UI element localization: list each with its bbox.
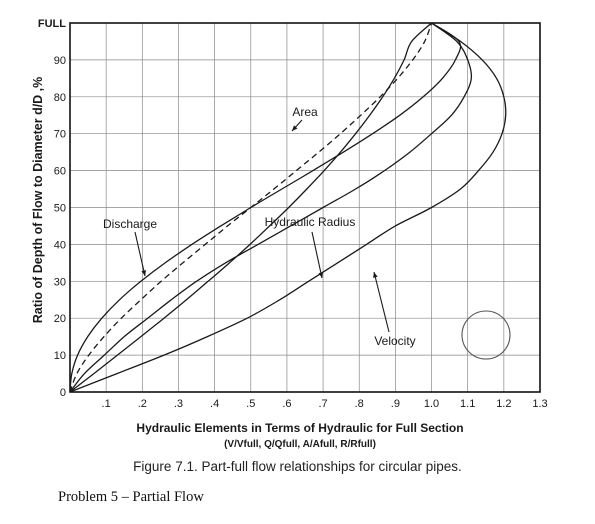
x-tick-labels: .1 .2 .3 .4 .5 .6 .7 .8 .9 1.0 1.1 1.2 1.3 — [102, 398, 548, 410]
y-tick-label: 40 — [54, 239, 66, 251]
x-tick-label: .7 — [318, 398, 327, 410]
y-tick-label: 80 — [54, 92, 66, 104]
y-tick-labels: 0 10 20 30 40 50 60 70 80 90 FULL — [38, 18, 66, 399]
x-tick-label: .8 — [355, 398, 364, 410]
annotation-area-label: Area — [292, 105, 318, 119]
x-tick-label: .6 — [282, 398, 291, 410]
annotation-discharge-label: Discharge — [103, 217, 157, 231]
x-tick-label: .3 — [174, 398, 183, 410]
annotation-area-arrowhead — [292, 125, 298, 131]
y-tick-label: 20 — [54, 313, 66, 325]
annotation-hydraulic-radius-leader — [311, 231, 323, 279]
y-tick-label: 60 — [54, 166, 66, 178]
hand-drawn-circle-mark — [461, 310, 511, 360]
x-tick-label: .1 — [102, 398, 111, 410]
y-tick-label: 10 — [54, 350, 66, 362]
annotation-discharge-leader — [134, 231, 146, 277]
annotation-hydraulic-radius-arrowhead — [318, 272, 324, 278]
plot-frame — [69, 22, 541, 393]
x-tick-label: 1.0 — [424, 398, 439, 410]
annotation-velocity-arrowhead — [373, 272, 378, 278]
series-velocity-line — [69, 22, 507, 393]
curves — [69, 22, 507, 393]
series-hydraulic-radius-line — [69, 22, 432, 393]
y-tick-label: 70 — [54, 129, 66, 141]
figure-caption: Figure 7.1. Part-full flow relationships… — [133, 459, 462, 474]
x-axis-label: Hydraulic Elements in Terms of Hydraulic… — [136, 421, 463, 435]
y-tick-label: 30 — [54, 276, 66, 288]
y-tick-label: FULL — [38, 18, 66, 30]
y-tick-label: 90 — [54, 55, 66, 67]
x-tick-label: .4 — [210, 398, 219, 410]
x-tick-label: .2 — [138, 398, 147, 410]
problem-heading: Problem 5 – Partial Flow — [58, 489, 204, 505]
chart: 0 10 20 30 40 50 60 70 80 90 FULL .1 .2 .3 .4 .5 .6 .7 .8… — [31, 18, 548, 450]
x-axis-sublabel: (V/Vfull, Q/Qfull, A/Afull, R/Rfull) — [224, 439, 376, 450]
x-tick-label: .5 — [246, 398, 255, 410]
x-tick-label: 1.3 — [532, 398, 547, 410]
y-axis-label: Ratio of Depth of Flow to Diameter d/D ,… — [31, 77, 45, 324]
y-tick-label: 0 — [60, 387, 66, 399]
x-tick-label: .9 — [391, 398, 400, 410]
y-tick-label: 50 — [54, 203, 66, 215]
annotation-velocity-leader — [373, 271, 390, 333]
annotation-discharge-arrowhead — [141, 270, 147, 276]
series-discharge-line — [69, 22, 462, 393]
annotation-velocity-label: Velocity — [374, 334, 415, 348]
x-tick-label: 1.2 — [496, 398, 511, 410]
annotations: Area Discharge Hydraulic Radius Velocity — [103, 105, 416, 348]
x-tick-label: 1.1 — [460, 398, 475, 410]
series-velocity-line — [69, 22, 473, 393]
annotation-hydraulic-radius-label: Hydraulic Radius — [265, 215, 356, 229]
